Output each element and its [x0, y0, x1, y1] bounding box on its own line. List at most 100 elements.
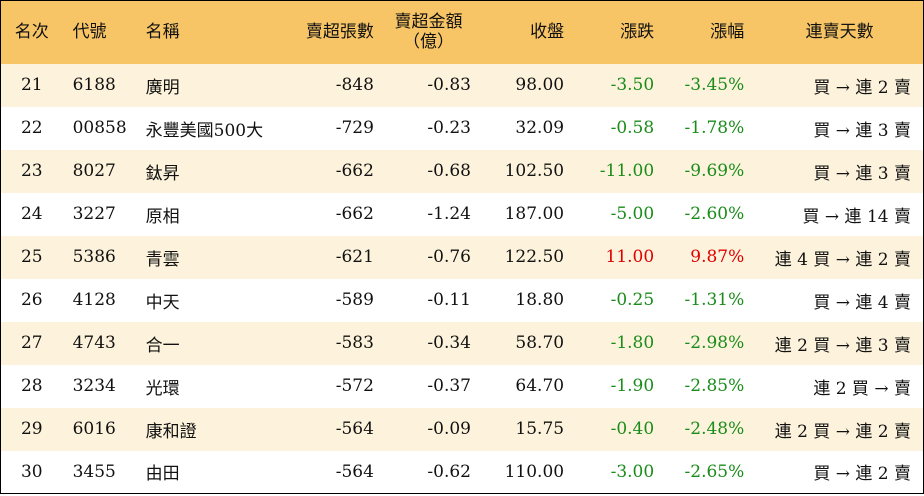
- table-cell: 中天: [145, 292, 180, 313]
- table-cell: -0.68: [427, 161, 471, 181]
- table-row: 21 6188 廣明 -848 -0.83 98.00 -3.50 -3.45% 買 → 連 2…: [0, 63, 924, 107]
- table-cell: -1.80: [610, 333, 655, 353]
- header-cell: 賣超金額 （億）: [394, 12, 463, 53]
- table-row: 29 6016 康和證 -564 -0.09 15.75 -0.40 -2.48% 連 2 買 …: [0, 407, 924, 451]
- table-row: 24 3227 原相 -662 -1.24 187.00 -5.00 -2.60% 買 → 連 …: [0, 192, 924, 236]
- table-cell: -1.31%: [684, 290, 745, 310]
- table-row: 25 5386 青雲 -621 -0.76 122.50 11.00 9.87% 連 4 買 →…: [0, 235, 924, 279]
- table-cell: 買 → 連 14 賣: [802, 206, 912, 227]
- table-cell: -729: [335, 118, 374, 138]
- table-cell: 合一: [145, 335, 180, 356]
- table-cell: 30: [20, 461, 43, 482]
- table-row: 28 3234 光環 -572 -0.37 64.70 -1.90 -2.85% 連 2 買 →…: [0, 364, 924, 408]
- table-cell: 98.00: [515, 75, 565, 95]
- table-cell: -0.37: [427, 376, 471, 396]
- table-cell: -589: [335, 290, 374, 310]
- table-cell: -564: [335, 461, 374, 482]
- table-cell: -2.65%: [684, 461, 745, 482]
- table-cell: 64.70: [515, 376, 565, 396]
- table-cell: -0.58: [610, 118, 655, 138]
- table-cell: -11.00: [599, 161, 655, 181]
- table-cell: 15.75: [515, 419, 565, 439]
- table-cell: -1.78%: [684, 118, 745, 138]
- table-cell: 連 4 買 → 連 2 賣: [774, 249, 911, 270]
- table-cell: -662: [335, 204, 374, 224]
- table-cell: 28: [20, 376, 43, 396]
- table-cell: -662: [335, 161, 374, 181]
- table-cell: -583: [335, 333, 374, 353]
- table-cell: 買 → 連 3 賣: [813, 120, 911, 141]
- table-cell: 29: [20, 419, 43, 439]
- table-cell: -1.24: [427, 204, 471, 224]
- table-cell: 187.00: [504, 204, 565, 224]
- table-cell: -0.40: [610, 419, 655, 439]
- table-cell: 26: [20, 290, 43, 310]
- table-cell: 6188: [72, 75, 116, 95]
- header-cell: 連賣天數: [805, 22, 874, 43]
- table-cell: -0.23: [427, 118, 471, 138]
- table-cell: 110.00: [504, 461, 565, 482]
- table-cell: -0.11: [427, 290, 471, 310]
- table-cell: -2.48%: [684, 419, 745, 439]
- table-cell: 27: [20, 333, 43, 353]
- table-cell: 00858: [72, 118, 127, 138]
- table-cell: 21: [20, 75, 43, 95]
- table-row: 27 4743 合一 -583 -0.34 58.70 -1.80 -2.98% 連 2 買 →…: [0, 321, 924, 365]
- table-cell: -572: [335, 376, 374, 396]
- table-cell: 永豐美國500大: [145, 120, 264, 141]
- table-cell: 8027: [72, 161, 116, 181]
- table-cell: -0.83: [427, 75, 471, 95]
- table-cell: 買 → 連 2 賣: [813, 464, 911, 485]
- table-cell: 23: [20, 161, 43, 181]
- header-cell: 漲跌: [620, 22, 655, 43]
- table-body: 21 6188 廣明 -848 -0.83 98.00 -3.50 -3.45% 買 → 連 2…: [0, 63, 924, 494]
- table-cell: -0.76: [427, 247, 471, 267]
- header-cell: 收盤: [530, 22, 565, 43]
- table-cell: 58.70: [515, 333, 565, 353]
- table-cell: 光環: [145, 378, 180, 399]
- table-cell: 廣明: [145, 77, 180, 98]
- table-cell: -1.90: [610, 376, 655, 396]
- table-cell: -0.25: [610, 290, 655, 310]
- table-cell: -2.98%: [684, 333, 745, 353]
- table-cell: 買 → 連 4 賣: [813, 292, 911, 313]
- table-cell: 102.50: [504, 161, 565, 181]
- table-cell: -621: [335, 247, 374, 267]
- header-row: 名次 代號 名稱 賣超張數 賣超金額 （億） 收盤 漲跌 漲幅 連賣天數: [0, 0, 924, 64]
- table-cell: 24: [20, 204, 43, 224]
- table-cell: 11.00: [605, 247, 655, 267]
- header-cell: 賣超張數: [305, 22, 374, 43]
- table-cell: 由田: [145, 464, 180, 485]
- table-row: 23 8027 鈦昇 -662 -0.68 102.50 -11.00 -9.69% 買 → 連…: [0, 149, 924, 193]
- table-cell: 122.50: [504, 247, 565, 267]
- table-cell: 買 → 連 3 賣: [813, 163, 911, 184]
- table-cell: -0.62: [427, 461, 471, 482]
- table-cell: 連 2 買 → 連 3 賣: [774, 335, 911, 356]
- table-cell: 原相: [145, 206, 180, 227]
- table-cell: 連 2 買 → 賣: [813, 378, 911, 399]
- table-row: 22 00858 永豐美國500大 -729 -0.23 32.09 -0.58 -1.78%…: [0, 106, 924, 150]
- table-cell: 買 → 連 2 賣: [813, 77, 911, 98]
- table-cell: -2.60%: [684, 204, 745, 224]
- table-cell: -9.69%: [684, 161, 745, 181]
- table-cell: -3.45%: [684, 75, 745, 95]
- table-cell: 25: [20, 247, 43, 267]
- table-cell: -3.50: [610, 75, 655, 95]
- table-cell: 22: [20, 118, 43, 138]
- table-cell: -564: [335, 419, 374, 439]
- table-cell: 青雲: [145, 249, 180, 270]
- table-cell: 18.80: [515, 290, 565, 310]
- table-cell: -848: [335, 75, 374, 95]
- table-cell: 32.09: [515, 118, 565, 138]
- table-cell: 5386: [72, 247, 116, 267]
- table-cell: 康和證: [145, 421, 197, 442]
- header-cell: 名次: [14, 22, 49, 43]
- table-cell: 3234: [72, 376, 116, 396]
- table-row: 30 3455 由田 -564 -0.62 110.00 -3.00 -2.65% 買 → 連 …: [0, 450, 924, 494]
- header-cell: 漲幅: [710, 22, 745, 43]
- table-cell: -0.09: [427, 419, 471, 439]
- table-cell: -3.00: [610, 461, 655, 482]
- table-cell: -2.85%: [684, 376, 745, 396]
- table-cell: 4128: [72, 290, 116, 310]
